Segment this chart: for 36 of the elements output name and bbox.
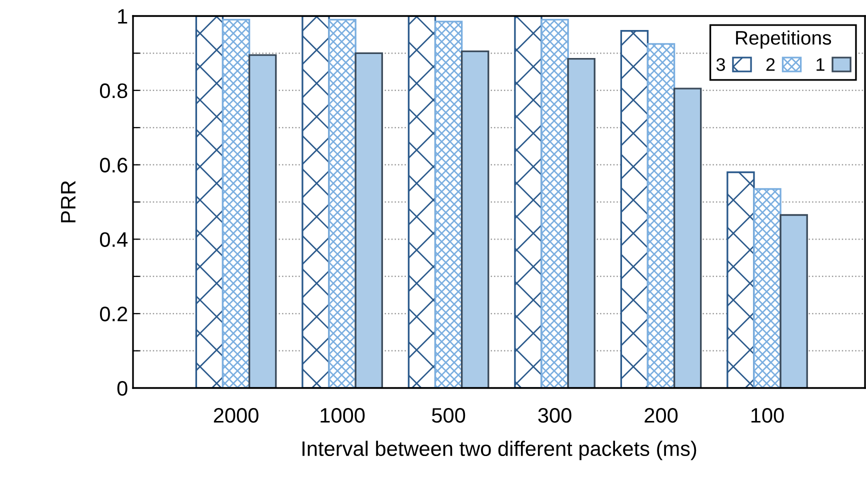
bar	[222, 18, 250, 388]
y-tick-label: 0.8	[100, 83, 128, 98]
y-tick-label: 1	[118, 9, 128, 24]
y-tick-label: 0.4	[100, 232, 128, 247]
bar	[302, 16, 330, 388]
bar	[434, 20, 463, 388]
legend-label: 1	[816, 58, 824, 71]
bar	[354, 52, 383, 388]
bar	[540, 18, 569, 388]
bar	[460, 50, 490, 388]
bar	[248, 54, 277, 388]
x-tick-label: 300	[538, 408, 572, 423]
bar	[620, 30, 649, 388]
x-tick-label: 2000	[214, 408, 258, 423]
bar	[726, 171, 755, 388]
bar	[673, 88, 702, 388]
y-tick-label: 0	[117, 381, 128, 396]
bar	[328, 18, 356, 388]
bar	[195, 16, 224, 388]
y-tick-label: 0.2	[100, 306, 128, 322]
bar	[567, 58, 596, 388]
bar	[408, 16, 436, 388]
x-tick-label: 500	[432, 408, 466, 423]
x-tick-label: 100	[751, 408, 784, 423]
bar	[646, 43, 676, 388]
x-tick-label: 1000	[320, 408, 365, 423]
legend-label: 3	[716, 58, 725, 71]
x-tick-label: 200	[644, 408, 678, 423]
y-axis-title: PRR	[61, 180, 76, 222]
x-axis-title: Interval between two different packets (ms)	[302, 440, 696, 460]
legend-title: Repetitions	[736, 30, 832, 49]
bar	[514, 16, 542, 388]
bar	[753, 188, 782, 388]
bar	[780, 214, 808, 388]
legend-label: 2	[766, 58, 775, 71]
y-tick-label: 0.6	[100, 158, 128, 173]
